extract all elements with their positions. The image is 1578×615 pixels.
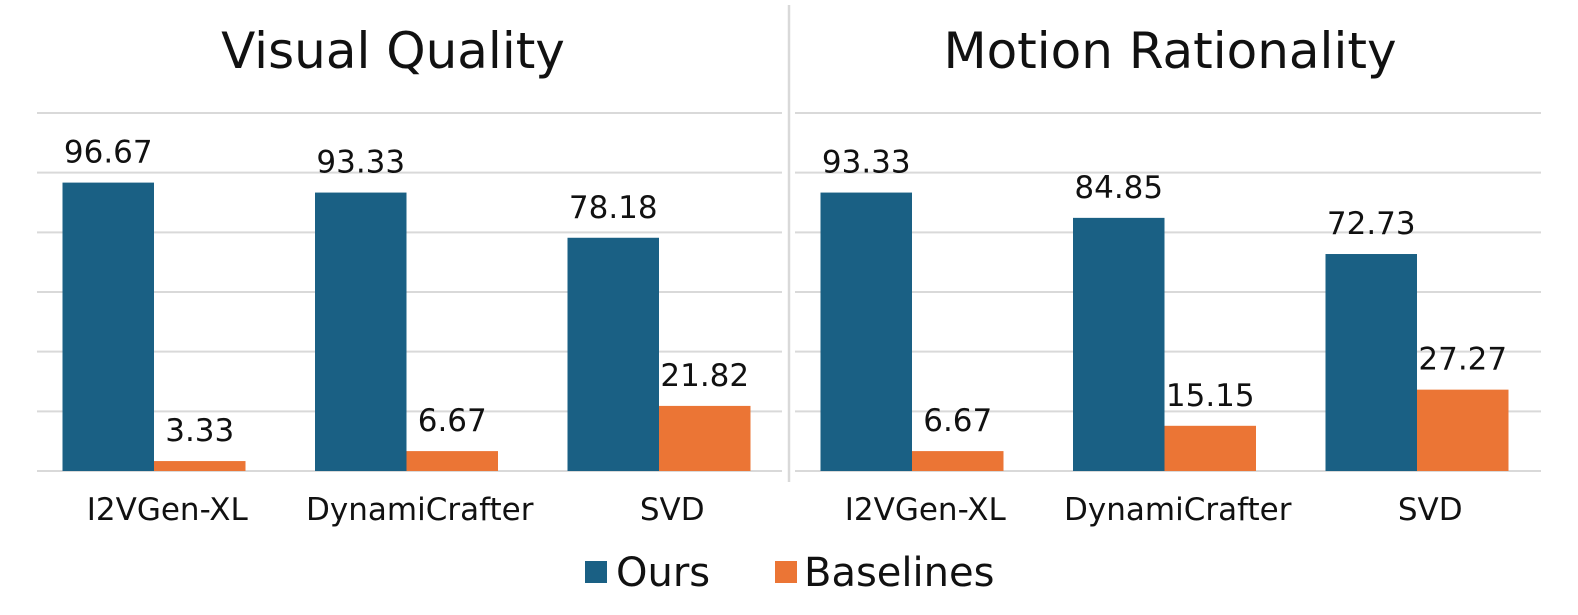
bar-baselines-dynamicrafter bbox=[406, 451, 498, 471]
data-label-ours-svd: 78.18 bbox=[569, 190, 658, 226]
data-label-ours-dynamicrafter: 84.85 bbox=[1074, 170, 1163, 206]
x-tick-label-dynamicrafter: DynamiCrafter bbox=[1064, 492, 1292, 528]
data-label-baselines-i2vgen-xl: 6.67 bbox=[923, 403, 992, 439]
chart-title: Visual Quality bbox=[221, 22, 565, 80]
x-tick-label-svd: SVD bbox=[1398, 492, 1463, 528]
bar-ours-i2vgen-xl bbox=[820, 192, 912, 472]
bar-ours-svd bbox=[1325, 254, 1417, 471]
bar-baselines-svd bbox=[659, 405, 751, 471]
data-label-ours-svd: 72.73 bbox=[1327, 206, 1416, 242]
x-tick-label-i2vgen-xl: I2VGen-XL bbox=[845, 492, 1007, 528]
legend-label-ours: Ours bbox=[616, 550, 710, 596]
data-label-baselines-svd: 21.82 bbox=[660, 358, 749, 394]
x-tick-label-i2vgen-xl: I2VGen-XL bbox=[87, 492, 249, 528]
data-label-baselines-i2vgen-xl: 3.33 bbox=[165, 413, 234, 449]
bar-ours-svd bbox=[567, 237, 659, 471]
data-label-ours-i2vgen-xl: 96.67 bbox=[64, 135, 153, 171]
legend-swatch-ours bbox=[585, 561, 607, 583]
bar-baselines-i2vgen-xl bbox=[154, 461, 246, 471]
panel-visual-quality: Visual Quality 96.67 3.33 I2VGen-XL 93.33 6.6… bbox=[37, 22, 782, 528]
data-label-baselines-dynamicrafter: 15.15 bbox=[1166, 378, 1255, 414]
data-label-baselines-dynamicrafter: 6.67 bbox=[418, 403, 487, 439]
legend-label-baselines: Baselines bbox=[804, 550, 994, 596]
x-tick-label-dynamicrafter: DynamiCrafter bbox=[306, 492, 534, 528]
data-label-ours-i2vgen-xl: 93.33 bbox=[822, 145, 911, 181]
data-label-ours-dynamicrafter: 93.33 bbox=[316, 145, 405, 181]
data-label-baselines-svd: 27.27 bbox=[1418, 342, 1507, 378]
x-tick-label-svd: SVD bbox=[640, 492, 705, 528]
bar-ours-dynamicrafter bbox=[1073, 217, 1165, 471]
chart-title: Motion Rationality bbox=[943, 22, 1396, 80]
legend-swatch-baselines bbox=[775, 561, 797, 583]
panel-motion-rationality: Motion Rationality 93.33 6.67 I2VGen-XL 84.8… bbox=[795, 22, 1541, 528]
bar-baselines-svd bbox=[1417, 389, 1509, 471]
bar-ours-i2vgen-xl bbox=[62, 182, 154, 471]
legend: Ours Baselines bbox=[585, 550, 994, 596]
bar-baselines-dynamicrafter bbox=[1164, 425, 1256, 471]
bar-ours-dynamicrafter bbox=[315, 192, 407, 472]
bar-baselines-i2vgen-xl bbox=[912, 451, 1004, 471]
